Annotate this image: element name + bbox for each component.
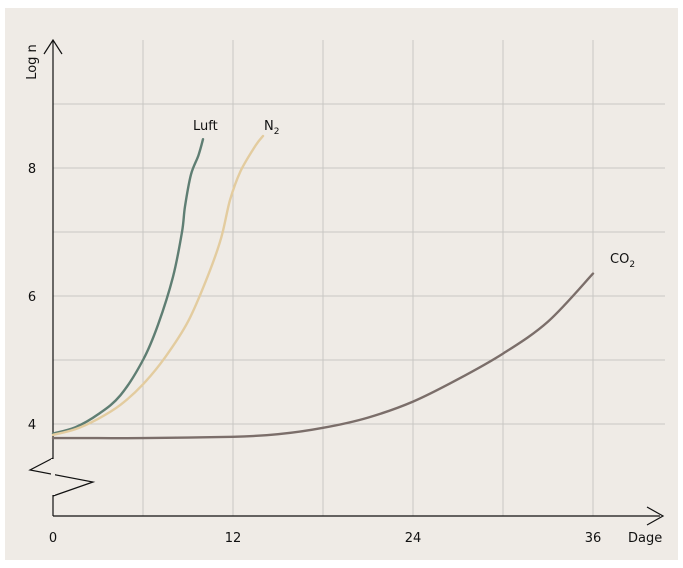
chart-background: [5, 8, 678, 560]
x-axis-arrow: [646, 506, 665, 526]
x-tick-label: 24: [405, 531, 422, 546]
series-line-luft: [51, 138, 205, 435]
x-axis-title: Dage: [628, 531, 662, 546]
tick-labels: 0 12 24 36 4 6 8: [28, 162, 601, 546]
y-axis-break-zigzag: [28, 457, 96, 497]
series-label-subscript: 2: [274, 127, 280, 137]
series: [51, 134, 595, 440]
series-label-co2: CO2: [610, 252, 635, 270]
y-tick-label: 4: [28, 418, 36, 433]
axes: [28, 38, 665, 526]
grid: [53, 40, 665, 516]
series-label-luft: Luft: [193, 119, 218, 134]
series-line-n2: [51, 134, 265, 437]
y-axis-break-gap: [51, 459, 55, 495]
x-tick-label: 0: [49, 531, 57, 546]
y-axis-title: Log n: [25, 44, 40, 80]
x-tick-label: 12: [225, 531, 242, 546]
series-line-co2: [51, 272, 595, 440]
y-axis-arrow: [43, 38, 63, 55]
series-label-subscript: 2: [629, 260, 635, 270]
y-tick-label: 6: [28, 290, 36, 305]
chart-figure: 0 12 24 36 4 6 8 Luft N2 CO2 Log n Dage: [5, 8, 678, 560]
x-tick-label: 36: [585, 531, 602, 546]
y-tick-label: 8: [28, 162, 36, 177]
